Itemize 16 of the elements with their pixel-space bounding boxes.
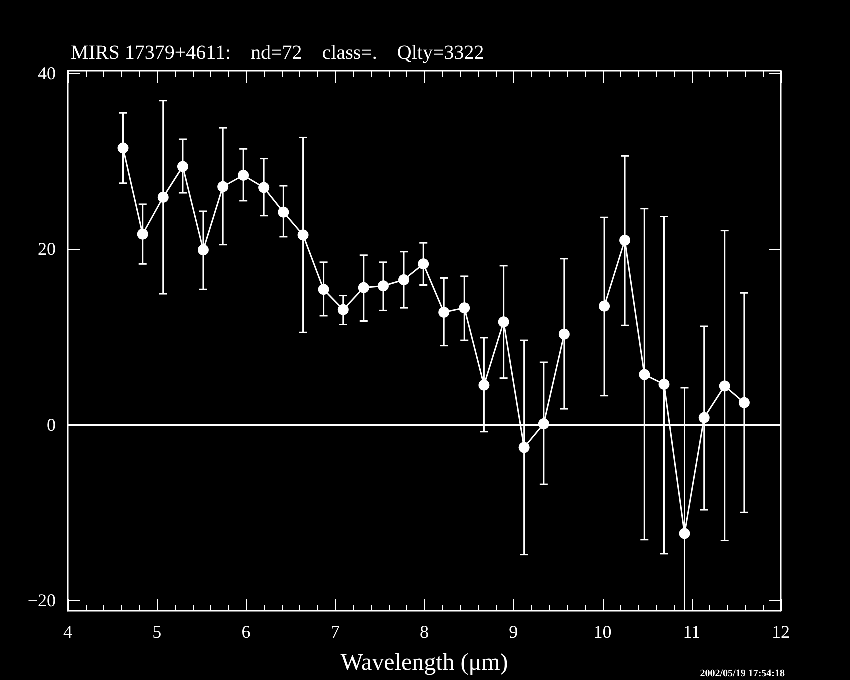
y-tick-label: −20	[28, 590, 56, 610]
x-axis-title: Wavelength (μm)	[340, 650, 508, 676]
y-tick-label: 40	[38, 64, 56, 84]
chart-title: MIRS 17379+4611: nd=72 class=. Qlty=3322	[71, 42, 484, 64]
x-tick-label: 5	[152, 622, 162, 642]
x-tick-label: 6	[242, 622, 251, 642]
x-tick-label: 11	[683, 622, 701, 642]
x-tick-label: 8	[420, 622, 429, 642]
y-tick-label: 20	[38, 239, 56, 260]
x-tick-label: 10	[594, 622, 612, 642]
y-tick-label: 0	[47, 414, 56, 435]
x-tick-label: 12	[772, 622, 790, 642]
x-tick-label: 7	[330, 622, 340, 642]
x-tick-label: 9	[509, 622, 518, 642]
x-tick-label: 4	[64, 622, 72, 642]
text: 2002/05/19 17:54:18	[700, 668, 785, 680]
